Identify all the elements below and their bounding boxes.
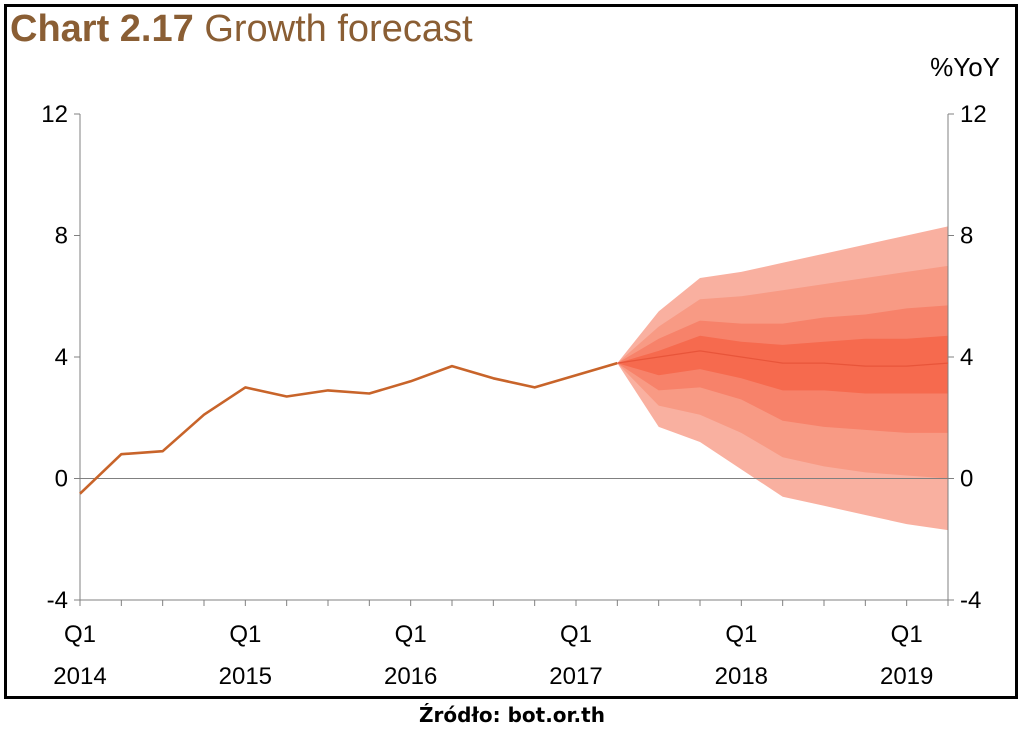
- right-y-tick-label: 8: [960, 223, 973, 250]
- x-tick-label-quarter: Q1: [64, 621, 96, 648]
- chart-title: Chart 2.17 Growth forecast: [10, 8, 473, 51]
- x-tick-label-year: 2018: [715, 663, 768, 690]
- x-tick-label-year: 2019: [880, 663, 933, 690]
- left-y-tick-label: -4: [47, 587, 68, 614]
- right-y-tick-label: 4: [960, 344, 973, 371]
- x-tick-label-year: 2014: [53, 663, 106, 690]
- left-y-tick-label: 12: [41, 101, 68, 128]
- x-tick-label-year: 2016: [384, 663, 437, 690]
- series-lines: [79, 350, 949, 495]
- x-tick-label-year: 2015: [219, 663, 272, 690]
- x-tick-label-year: 2017: [549, 663, 602, 690]
- x-tick-label-quarter: Q1: [725, 621, 757, 648]
- fan-bands: [617, 226, 948, 531]
- right-y-tick-label: 12: [960, 101, 987, 128]
- left-y-tick-label: 8: [55, 223, 68, 250]
- x-tick-label-quarter: Q1: [395, 621, 427, 648]
- left-y-tick-label: 0: [55, 466, 68, 493]
- chart-number: Chart 2.17: [10, 8, 194, 50]
- actual-growth-line: [79, 361, 618, 495]
- fan-band-4: [617, 335, 948, 394]
- left-y-tick-label: 4: [55, 344, 68, 371]
- axes: [74, 113, 954, 606]
- chart-title-text: Growth forecast: [204, 8, 473, 50]
- x-tick-label-quarter: Q1: [891, 621, 923, 648]
- tick-labels: -4 -4 0 0 4 4 8 8 12 12 Q1 2014 Q1 2015 Q1 2016 Q1 2017 Q1…: [41, 101, 986, 690]
- right-y-tick-label: -4: [960, 587, 981, 614]
- unit-label: %YoY: [930, 52, 1000, 82]
- x-tick-label-quarter: Q1: [560, 621, 592, 648]
- x-tick-label-quarter: Q1: [229, 621, 261, 648]
- source-note: Źródło: bot.or.th: [419, 703, 605, 727]
- forecast-central-line: [617, 350, 949, 367]
- right-y-tick-label: 0: [960, 466, 973, 493]
